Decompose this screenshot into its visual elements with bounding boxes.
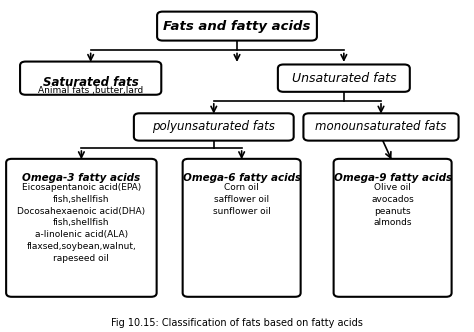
FancyBboxPatch shape xyxy=(182,159,301,297)
Text: Saturated fats: Saturated fats xyxy=(43,76,138,89)
Text: monounsaturated fats: monounsaturated fats xyxy=(315,121,447,133)
FancyBboxPatch shape xyxy=(334,159,452,297)
Text: Animal fats ,butter,lard: Animal fats ,butter,lard xyxy=(38,86,143,95)
FancyBboxPatch shape xyxy=(134,113,294,141)
Text: Omega-6 fatty acids: Omega-6 fatty acids xyxy=(182,173,301,183)
FancyBboxPatch shape xyxy=(6,159,156,297)
Text: Corn oil
safflower oil
sunflower oil: Corn oil safflower oil sunflower oil xyxy=(213,183,271,215)
Text: Fats and fatty acids: Fats and fatty acids xyxy=(164,20,310,33)
Text: polyunsaturated fats: polyunsaturated fats xyxy=(152,121,275,133)
Text: Olive oil
avocados
peanuts
almonds: Olive oil avocados peanuts almonds xyxy=(371,183,414,227)
Text: Omega-9 fatty acids: Omega-9 fatty acids xyxy=(334,173,452,183)
FancyBboxPatch shape xyxy=(278,64,410,92)
Text: Omega-3 fatty acids: Omega-3 fatty acids xyxy=(22,173,140,183)
Text: Fig 10.15: Classification of fats based on fatty acids: Fig 10.15: Classification of fats based … xyxy=(111,318,363,328)
Text: Eicosapentanoic acid(EPA)
fish,shellfish
Docosahexaenoic acid(DHA)
fish,shellfis: Eicosapentanoic acid(EPA) fish,shellfish… xyxy=(18,183,146,263)
Text: Unsaturated fats: Unsaturated fats xyxy=(292,72,396,85)
FancyBboxPatch shape xyxy=(157,12,317,41)
FancyBboxPatch shape xyxy=(303,113,458,141)
FancyBboxPatch shape xyxy=(20,61,161,95)
